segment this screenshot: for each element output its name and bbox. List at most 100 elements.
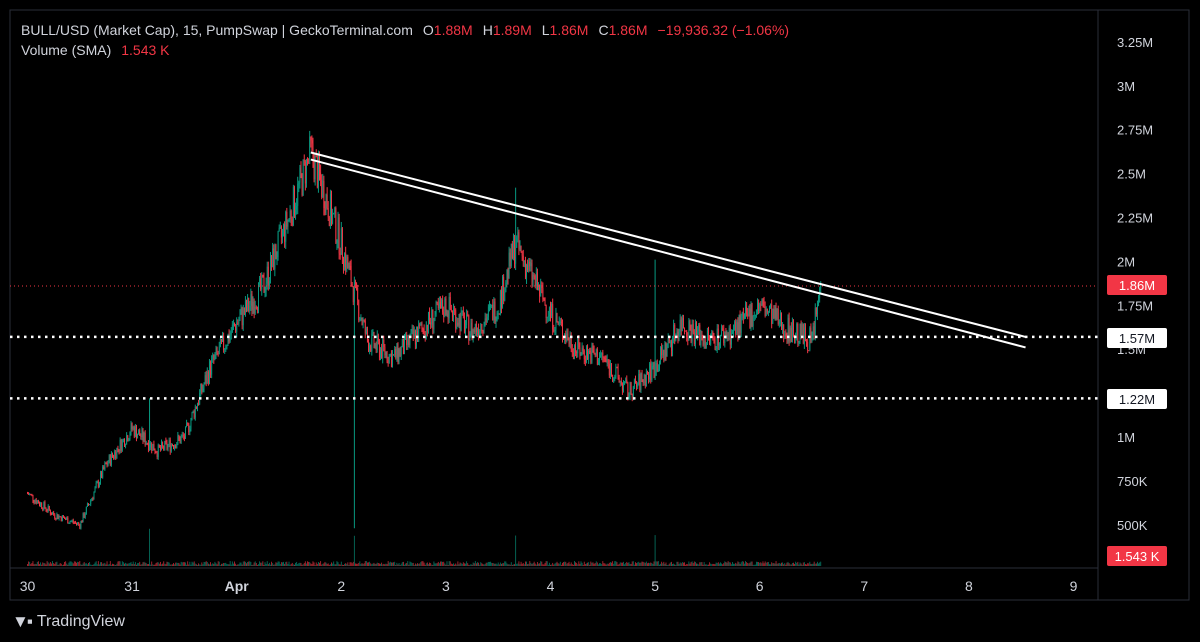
trendline-lower[interactable] — [310, 158, 1026, 349]
candle-body — [331, 193, 332, 224]
candle-body — [198, 403, 200, 405]
candle-body — [644, 374, 646, 387]
volume-bar — [298, 563, 300, 566]
candle-body — [83, 513, 85, 518]
volume-bar — [261, 562, 263, 566]
volume-bar — [343, 564, 344, 566]
candle-body — [611, 363, 612, 375]
candle-body — [508, 252, 510, 278]
volume-bar — [280, 562, 282, 566]
symbol-title[interactable]: BULL/USD (Market Cap), 15, PumpSwap | Ge… — [21, 22, 413, 38]
volume-bar — [613, 563, 615, 566]
volume-bar — [224, 563, 226, 566]
volume-bar — [276, 562, 278, 566]
trendline-upper[interactable] — [310, 151, 1026, 338]
volume-bar — [238, 564, 240, 566]
candle-body — [165, 440, 167, 443]
candle-body — [461, 310, 463, 313]
candle-body — [399, 349, 401, 356]
candle-body — [226, 345, 228, 348]
volume-bar — [32, 561, 34, 566]
volume-bar — [793, 562, 794, 566]
volume-bar — [735, 562, 737, 566]
volume-bar — [655, 561, 657, 566]
candle-body — [411, 329, 413, 332]
volume-bar — [507, 564, 509, 566]
candle-body — [653, 365, 655, 378]
candle-body — [489, 305, 490, 307]
volume-bar — [192, 562, 194, 566]
tradingview-branding[interactable]: ▼▪ TradingView — [12, 612, 125, 632]
candle-body — [517, 232, 519, 238]
candle-body — [609, 363, 611, 376]
price-tick-label: 750K — [1117, 474, 1148, 489]
candle-body — [373, 332, 375, 347]
volume-bar — [145, 563, 147, 566]
candle-body — [638, 374, 640, 385]
candle-body — [236, 322, 238, 332]
volume-bar — [418, 563, 420, 566]
volume-bar — [516, 563, 518, 566]
candle-body — [711, 332, 713, 335]
candle-body — [497, 313, 499, 315]
volume-bar — [278, 561, 280, 566]
volume-bar — [483, 564, 485, 566]
candle-body — [664, 342, 666, 360]
candle-body — [626, 379, 628, 383]
price-tick-label: 1M — [1117, 430, 1135, 445]
candle-body — [161, 442, 162, 450]
candle-body — [377, 335, 379, 342]
volume-indicator-title[interactable]: Volume (SMA) — [21, 42, 112, 58]
volume-bar — [435, 563, 437, 566]
volume-bar — [770, 564, 772, 566]
volume-bar — [129, 562, 131, 566]
candlestick-series — [27, 130, 822, 530]
volume-bar — [124, 563, 125, 566]
candle-body — [460, 312, 462, 331]
label-level-high: 1.57M — [1107, 328, 1167, 348]
candle-body — [504, 291, 506, 301]
candle-body — [200, 383, 202, 393]
price-axis[interactable]: 3.25M3M2.75M2.5M2.25M2M1.75M1.5M1M750K50… — [1117, 35, 1153, 533]
candle-body — [237, 322, 239, 324]
candle-body — [139, 430, 141, 436]
candle-body — [789, 327, 791, 342]
candle-body — [288, 218, 290, 221]
candle-body — [548, 307, 550, 317]
candle-body — [729, 327, 731, 345]
volume-bar — [776, 563, 778, 566]
candle-body — [169, 440, 171, 452]
volume-bar — [209, 564, 210, 566]
candle-body — [419, 324, 421, 326]
volume-bar — [560, 564, 562, 566]
volume-bar — [337, 562, 339, 566]
candle-body — [51, 514, 52, 516]
volume-bar — [806, 564, 808, 566]
candle-body — [216, 347, 218, 353]
volume-bar — [690, 562, 692, 566]
candle-body — [618, 377, 620, 383]
volume-bar — [746, 562, 748, 566]
volume-bar — [43, 563, 45, 566]
candle-body — [348, 265, 350, 269]
candle-body — [764, 306, 766, 317]
volume-bar — [42, 562, 44, 566]
volume-bar — [477, 562, 478, 566]
volume-bar — [274, 564, 276, 566]
candle-body — [639, 374, 641, 391]
candle-body — [775, 307, 777, 320]
volume-bar — [83, 562, 85, 566]
candle-body — [91, 498, 93, 501]
candle-body — [619, 381, 621, 383]
candle-body — [694, 322, 696, 345]
candle-body — [103, 466, 105, 470]
candle-body — [552, 303, 554, 330]
candle-body — [601, 352, 603, 356]
candle-body — [218, 346, 220, 355]
time-axis[interactable]: 30 31 Apr 2 3 4 5 6 7 8 9 — [20, 578, 1078, 594]
candle-body — [69, 521, 71, 524]
candle-body — [705, 342, 707, 349]
candle-body — [593, 350, 595, 355]
candle-body — [360, 318, 362, 320]
